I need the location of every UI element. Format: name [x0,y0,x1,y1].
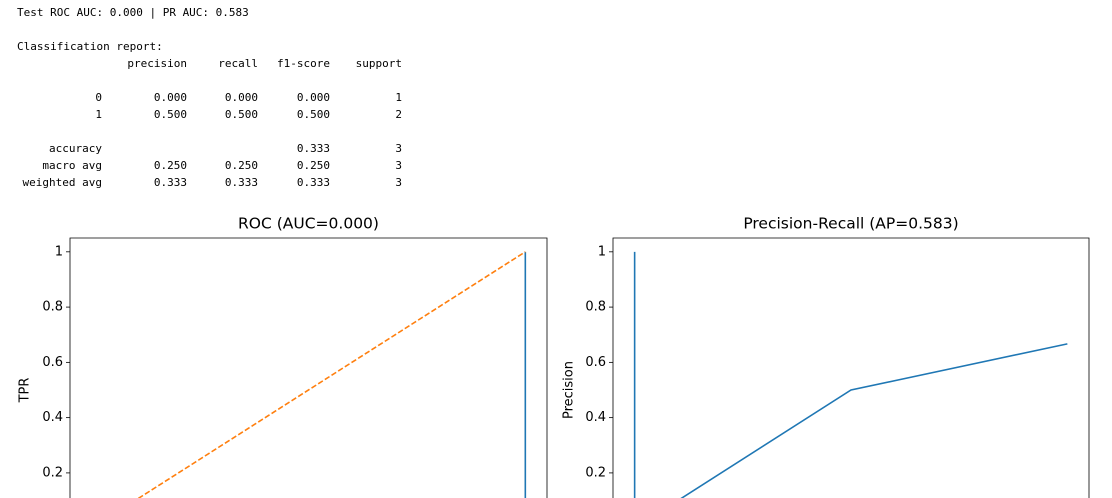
report-cell: 0.250 [154,159,187,172]
y-tick-label: 0.4 [42,410,63,425]
row-label: weighted avg [23,176,102,189]
chart-title: Precision-Recall (AP=0.583) [743,215,958,233]
report-cell: 0.000 [154,91,187,104]
axes-frame [612,237,1090,498]
y-tick-label: 0.2 [585,465,606,480]
row-label: accuracy [49,142,102,155]
chart-title: ROC (AUC=0.000) [238,215,379,233]
curve [524,251,527,498]
column-header: recall [218,57,258,70]
axes-frame [69,237,548,498]
report-cell: 0.333 [154,176,187,189]
report-cell: 3 [395,159,402,172]
report-cell: 0.250 [225,159,258,172]
y-tick-label: 0.2 [42,465,63,480]
plot-area [137,251,527,498]
report-cell: 0.333 [225,176,258,189]
report-cell: 3 [395,142,402,155]
report-cell: 0.000 [297,91,330,104]
y-axis-label: TPR [18,378,33,404]
plot-area [633,251,1068,498]
y-tick-label: 0.6 [42,355,63,370]
report-cell: 0.000 [225,91,258,104]
report-cell: 0.500 [297,108,330,121]
column-header: support [356,57,402,70]
y-tick-label: 0.8 [585,300,606,315]
report-cell: 0.250 [297,159,330,172]
column-header: precision [127,57,187,70]
report-cell: 0.500 [154,108,187,121]
summary-line: Test ROC AUC: 0.000 | PR AUC: 0.583 [17,6,249,19]
report-cell: 0.333 [297,142,330,155]
row-label: 1 [95,108,102,121]
report-cell: 2 [395,108,402,121]
curve [633,251,1068,498]
row-label: macro avg [42,159,102,172]
report-cell: 1 [395,91,402,104]
y-tick-label: 0.6 [585,355,606,370]
curve [137,251,526,498]
y-tick-label: 0.8 [42,300,63,315]
y-tick-label: 1 [55,244,63,259]
y-tick-label: 0.4 [585,410,606,425]
row-label: 0 [95,91,102,104]
report-cell: 0.333 [297,176,330,189]
y-axis-label: Precision [562,361,577,419]
report-cell: 3 [395,176,402,189]
y-tick-label: 1 [598,244,606,259]
report-heading: Classification report: [17,40,163,53]
column-header: f1-score [277,57,330,70]
report-cell: 0.500 [225,108,258,121]
